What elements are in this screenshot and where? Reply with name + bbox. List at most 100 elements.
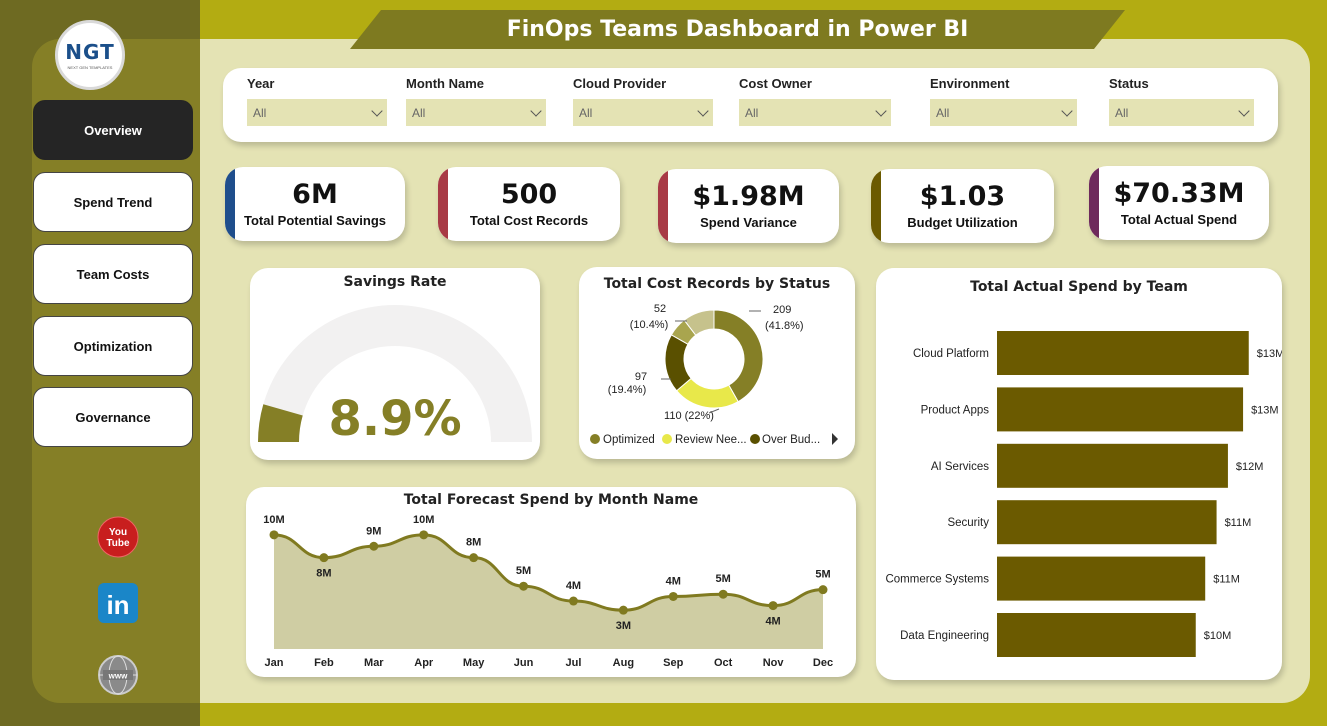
filter-year-dropdown[interactable]: All: [247, 99, 387, 126]
savings-rate-card: Savings Rate 8.9%: [250, 268, 540, 460]
kpi-value: 500: [500, 179, 558, 211]
line-value-label: 10M: [413, 514, 434, 526]
bar[interactable]: [997, 500, 1217, 545]
donut-label-optimized: 209: [773, 304, 791, 316]
month-tick-label: Mar: [364, 657, 384, 669]
line-value-label: 4M: [765, 616, 780, 628]
filter-environment-dropdown[interactable]: All: [930, 99, 1077, 126]
filter-month-dropdown[interactable]: All: [406, 99, 546, 126]
line-point[interactable]: [568, 596, 578, 606]
filter-environment-value: All: [936, 105, 950, 120]
bar-value-label: $13M: [1257, 348, 1282, 360]
filter-cloud-provider-dropdown[interactable]: All: [573, 99, 713, 126]
youtube-icon[interactable]: You Tube: [96, 515, 140, 559]
bar-value-label: $11M: [1225, 517, 1252, 529]
month-tick-label: Nov: [763, 657, 785, 669]
bar-value-label: $11M: [1213, 574, 1240, 586]
month-tick-label: Jul: [566, 657, 582, 669]
legend-optimized: Optimized: [603, 434, 655, 446]
filter-cost-owner-label: Cost Owner: [739, 76, 812, 91]
kpi-accent: [658, 169, 668, 243]
line-value-label: 5M: [516, 565, 531, 577]
filter-cloud-provider: Cloud Provider All: [573, 76, 713, 126]
month-tick-label: Oct: [714, 657, 733, 669]
nav-governance-button[interactable]: Governance: [33, 387, 193, 447]
filter-environment: Environment All: [930, 76, 1077, 126]
bar[interactable]: [997, 556, 1206, 601]
line-value-label: 5M: [815, 569, 830, 581]
kpi-value: 6M: [292, 179, 338, 211]
bar[interactable]: [997, 331, 1249, 375]
month-tick-label: Aug: [613, 657, 634, 669]
nav-team-costs-button[interactable]: Team Costs: [33, 244, 193, 304]
chevron-down-icon: [371, 104, 383, 117]
line-point[interactable]: [818, 585, 828, 595]
kpi-label: Total Cost Records: [469, 212, 589, 228]
bar-category-label: Cloud Platform: [913, 348, 989, 360]
line-point[interactable]: [768, 601, 778, 611]
donut-slice-0[interactable]: [713, 309, 764, 403]
donut-label-review: 110 (22%): [664, 410, 714, 422]
kpi-accent: [1089, 166, 1099, 240]
filter-status: Status All: [1109, 76, 1254, 126]
bar-chart: Cloud Platform $13M Product Apps $13M AI Ser…: [885, 331, 1282, 657]
line-point[interactable]: [668, 591, 678, 601]
month-tick-label: Apr: [414, 657, 434, 669]
cost-records-by-status-card: Total Cost Records by Status 209 (41.8%)…: [579, 267, 855, 459]
filter-year-value: All: [253, 105, 267, 120]
line-point[interactable]: [419, 530, 429, 540]
donut-chart: 209 (41.8%) 52 (10.4%) 97 (19.4%) 110 (2…: [590, 303, 838, 446]
forecast-spend-card: Total Forecast Spend by Month Name 10M Ja…: [246, 487, 856, 677]
donut-title: Total Cost Records by Status: [603, 276, 831, 292]
filter-status-dropdown[interactable]: All: [1109, 99, 1254, 126]
nav-spend-trend-button[interactable]: Spend Trend: [33, 172, 193, 232]
donut-slice-4[interactable]: [683, 309, 715, 336]
line-point[interactable]: [319, 553, 329, 563]
line-value-label: 8M: [316, 568, 331, 580]
line-point[interactable]: [519, 581, 529, 591]
gauge-title: Savings Rate: [343, 274, 447, 290]
linkedin-icon[interactable]: in: [96, 581, 140, 625]
filter-cost-owner-value: All: [745, 105, 759, 120]
month-tick-label: May: [463, 657, 485, 669]
month-tick-label: Sep: [663, 657, 683, 669]
nav-optimization-button[interactable]: Optimization: [33, 316, 193, 376]
legend-next-icon[interactable]: [832, 433, 838, 445]
line-value-label: 4M: [666, 575, 681, 587]
line-value-label: 3M: [616, 620, 631, 632]
bar[interactable]: [997, 613, 1196, 657]
line-point[interactable]: [469, 553, 479, 563]
website-icon[interactable]: www: [96, 653, 140, 697]
actual-spend-by-team-card: Total Actual Spend by Team Cloud Platfor…: [876, 268, 1282, 680]
line-point[interactable]: [369, 541, 379, 551]
kpi-total-potential-savings: 6M Total Potential Savings: [225, 167, 405, 241]
chevron-down-icon: [1238, 104, 1250, 117]
line-value-label: 9M: [366, 525, 381, 537]
filter-cloud-provider-label: Cloud Provider: [573, 76, 667, 91]
line-value-label: 5M: [716, 573, 731, 585]
bar[interactable]: [997, 443, 1228, 488]
line-point[interactable]: [618, 605, 628, 615]
filter-status-label: Status: [1109, 76, 1149, 91]
line-value-label: 4M: [566, 580, 581, 592]
kpi-spend-variance: $1.98M Spend Variance: [658, 169, 839, 243]
bar-value-label: $10M: [1204, 630, 1232, 642]
line-point[interactable]: [269, 530, 279, 540]
bar-category-label: Product Apps: [921, 404, 990, 416]
kpi-label: Total Actual Spend: [1120, 211, 1238, 227]
kpi-label: Spend Variance: [700, 214, 797, 230]
filter-cost-owner: Cost Owner All: [739, 76, 891, 126]
donut-label-over-budget: 97: [635, 371, 647, 383]
filter-cost-owner-dropdown[interactable]: All: [739, 99, 891, 126]
nav-overview-button[interactable]: Overview: [33, 100, 193, 160]
filter-month-value: All: [412, 105, 426, 120]
gauge-value-label: 8.9%: [328, 391, 461, 447]
bar[interactable]: [997, 387, 1244, 432]
kpi-accent: [225, 167, 235, 241]
donut-pct-optimized: (41.8%): [765, 320, 804, 332]
kpi-total-actual-spend: $70.33M Total Actual Spend: [1089, 166, 1269, 240]
page-title: FinOps Teams Dashboard in Power BI: [506, 17, 969, 42]
line-point[interactable]: [718, 589, 728, 599]
line-title: Total Forecast Spend by Month Name: [403, 492, 699, 508]
line-chart: 10M Jan 8M Feb 9M Mar 10M Apr 8M May 5M Jun 4M Jul 3M A…: [263, 514, 833, 669]
